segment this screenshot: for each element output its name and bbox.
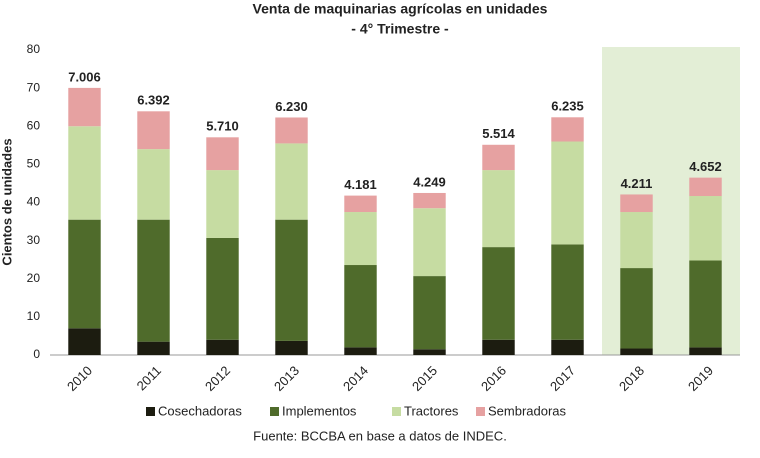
x-tick-label: 2011: [134, 363, 164, 393]
bar-segment: [137, 341, 170, 355]
bar-segment: [206, 137, 239, 171]
bar-segment: [68, 219, 101, 329]
source: Fuente: BCCBA en base a datos de INDEC.: [253, 428, 507, 443]
y-tick-label: 40: [27, 195, 41, 209]
bar-segment: [206, 170, 239, 238]
x-tick-label: 2014: [340, 363, 371, 394]
bar-segment: [413, 192, 446, 209]
x-tick-label: 2018: [616, 363, 647, 394]
bar-segment: [620, 194, 653, 213]
y-tick-label: 60: [27, 118, 41, 132]
total-label: 6.235: [551, 99, 584, 114]
legend-label: Cosechadoras: [158, 403, 242, 418]
bar-segment: [68, 87, 101, 127]
total-label: 7.006: [68, 69, 101, 84]
bar-segment: [482, 144, 515, 171]
total-label: 4.249: [413, 174, 446, 189]
total-label: 6.392: [137, 93, 170, 108]
bar-segment: [413, 208, 446, 277]
bar-segment: [620, 348, 653, 355]
total-label: 6.230: [275, 99, 308, 114]
bar-segment: [68, 126, 101, 220]
bar-segment: [344, 265, 377, 348]
total-label: 5.710: [206, 119, 239, 134]
bar-segment: [551, 141, 584, 245]
total-label: 4.652: [689, 159, 722, 174]
bar-segment: [482, 247, 515, 340]
legend-label: Sembradoras: [488, 403, 567, 418]
x-tick-label: 2016: [478, 363, 509, 394]
x-tick-label: 2013: [271, 363, 302, 394]
bar-segment: [413, 349, 446, 355]
legend-swatch: [476, 407, 485, 416]
bar-segment: [689, 196, 722, 261]
x-tick-label: 2019: [685, 363, 716, 394]
legend-swatch: [270, 407, 279, 416]
legend-swatch: [146, 407, 155, 416]
total-label: 4.181: [344, 177, 377, 192]
bar-segment: [482, 339, 515, 355]
legend-label: Tractores: [404, 403, 459, 418]
bar-segment: [275, 340, 308, 355]
bar-segment: [620, 268, 653, 349]
bar-segment: [275, 143, 308, 220]
bar-segment: [206, 339, 239, 355]
x-tick-label: 2017: [547, 363, 578, 394]
bar-segment: [413, 276, 446, 350]
bar-segment: [344, 347, 377, 355]
y-tick-label: 20: [27, 271, 41, 285]
bar-segment: [275, 117, 308, 144]
x-tick-label: 2012: [202, 363, 233, 394]
legend-swatch: [392, 407, 401, 416]
bar-segment: [551, 244, 584, 340]
bar-segment: [275, 219, 308, 341]
total-label: 5.514: [482, 126, 515, 141]
x-tick-label: 2015: [409, 363, 440, 394]
y-tick-label: 10: [27, 309, 41, 323]
bar-segment: [206, 237, 239, 340]
bar-segment: [689, 260, 722, 348]
y-tick-label: 70: [27, 80, 41, 94]
chart-title: Venta de maquinarias agrícolas en unidad…: [253, 1, 548, 17]
bar-segment: [137, 111, 170, 150]
bar-segment: [137, 149, 170, 220]
bar-segment: [551, 339, 584, 355]
y-tick-label: 50: [27, 157, 41, 171]
bar-segment: [344, 195, 377, 213]
y-axis-label: Cientos de unidades: [0, 138, 14, 265]
bar-segment: [68, 328, 101, 355]
x-tick-label: 2010: [64, 363, 95, 394]
bar-segment: [482, 170, 515, 248]
chart-subtitle: - 4° Trimestre -: [351, 21, 449, 37]
y-tick-label: 0: [33, 347, 40, 361]
bar-segment: [137, 219, 170, 342]
bar-segment: [620, 212, 653, 269]
total-label: 4.211: [621, 176, 653, 191]
bar-segment: [689, 347, 722, 355]
bar-segment: [551, 117, 584, 142]
bar-segment: [689, 177, 722, 197]
y-tick-label: 30: [27, 233, 41, 247]
legend-label: Implementos: [282, 403, 357, 418]
bar-segment: [344, 212, 377, 266]
y-tick-label: 80: [27, 42, 41, 56]
